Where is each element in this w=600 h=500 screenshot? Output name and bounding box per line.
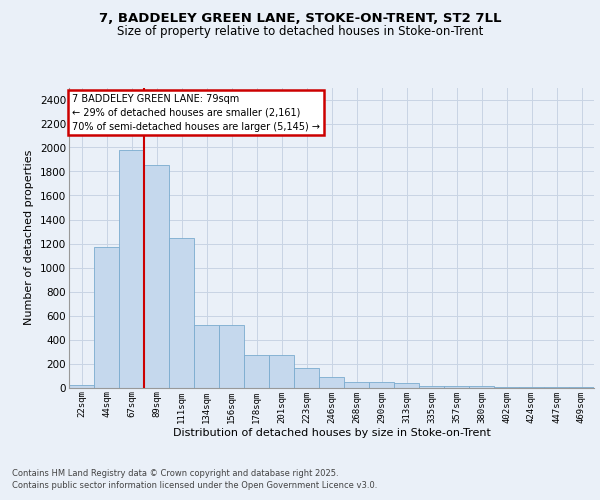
Text: 7, BADDELEY GREEN LANE, STOKE-ON-TRENT, ST2 7LL: 7, BADDELEY GREEN LANE, STOKE-ON-TRENT, … bbox=[99, 12, 501, 26]
Bar bbox=[394, 384, 419, 388]
Text: 7 BADDELEY GREEN LANE: 79sqm
← 29% of detached houses are smaller (2,161)
70% of: 7 BADDELEY GREEN LANE: 79sqm ← 29% of de… bbox=[71, 94, 320, 132]
Bar bbox=[119, 150, 144, 388]
Bar bbox=[494, 387, 519, 388]
Text: Contains HM Land Registry data © Crown copyright and database right 2025.: Contains HM Land Registry data © Crown c… bbox=[12, 468, 338, 477]
Bar bbox=[69, 384, 94, 388]
Bar bbox=[344, 382, 369, 388]
Bar bbox=[319, 378, 344, 388]
Bar bbox=[469, 386, 494, 388]
Bar bbox=[219, 325, 244, 388]
Text: Contains public sector information licensed under the Open Government Licence v3: Contains public sector information licen… bbox=[12, 481, 377, 490]
Bar bbox=[269, 355, 294, 388]
Bar bbox=[369, 382, 394, 388]
Bar bbox=[144, 166, 169, 388]
Bar bbox=[419, 386, 444, 388]
Y-axis label: Number of detached properties: Number of detached properties bbox=[25, 150, 34, 325]
Bar bbox=[519, 387, 544, 388]
Bar bbox=[94, 247, 119, 388]
Bar bbox=[544, 387, 569, 388]
X-axis label: Distribution of detached houses by size in Stoke-on-Trent: Distribution of detached houses by size … bbox=[173, 428, 490, 438]
Text: Size of property relative to detached houses in Stoke-on-Trent: Size of property relative to detached ho… bbox=[117, 25, 483, 38]
Bar bbox=[294, 368, 319, 388]
Bar bbox=[169, 238, 194, 388]
Bar bbox=[244, 355, 269, 388]
Bar bbox=[194, 325, 219, 388]
Bar bbox=[444, 386, 469, 388]
